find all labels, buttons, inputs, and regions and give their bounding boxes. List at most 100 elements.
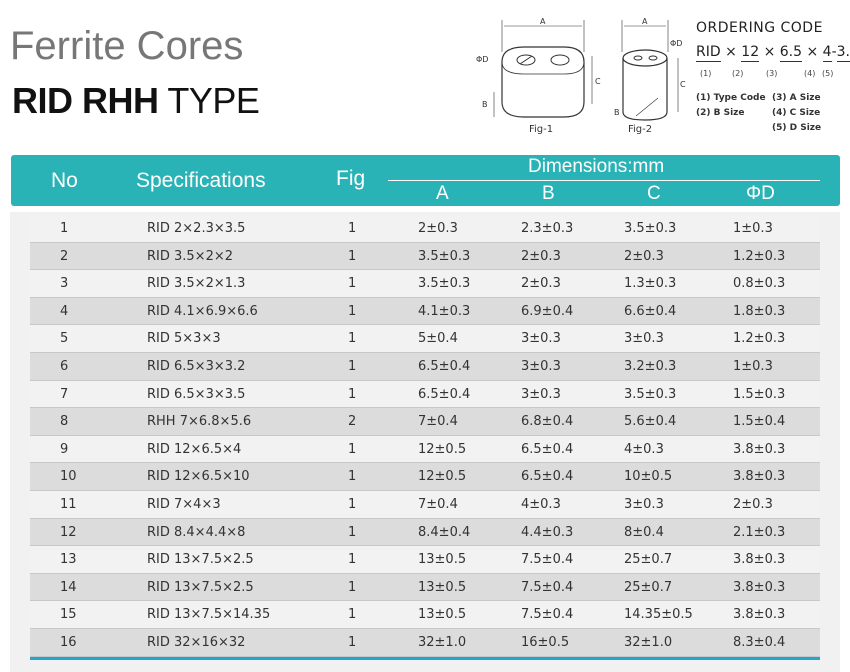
dim-d-label: ΦD — [476, 55, 488, 64]
cell-c: 1.3±0.3 — [624, 276, 677, 292]
code-num: (5) — [822, 69, 834, 78]
table-row: 7 RID 6.5×3×3.5 1 6.5±0.4 3±0.3 3.5±0.3 1.5±0.… — [30, 380, 820, 409]
cell-spec: RID 3.5×2×2 — [147, 248, 234, 264]
legend-type-code: (1) Type Code — [696, 93, 766, 103]
cell-d: 3.8±0.3 — [733, 579, 786, 595]
dim-a-label: A — [642, 17, 648, 26]
header-d: ΦD — [746, 183, 775, 204]
cell-fig: 1 — [348, 635, 357, 650]
table-row: 14 RID 13×7.5×2.5 1 13±0.5 7.5±0.4 25±0.7 3.8±… — [30, 573, 820, 602]
dimensions-label: Dimensions:mm — [528, 156, 665, 177]
cell-c: 6.6±0.4 — [624, 303, 677, 319]
cell-spec: RID 32×16×32 — [147, 635, 246, 650]
cell-d: 8.3±0.4 — [733, 635, 786, 650]
cell-a: 4.1±0.3 — [418, 303, 471, 319]
table-row: 8 RHH 7×6.8×5.6 2 7±0.4 6.8±0.4 5.6±0.4 1.5±0.… — [30, 408, 820, 436]
cell-no: 1 — [60, 221, 69, 236]
table-row: 12 RID 8.4×4.4×8 1 8.4±0.4 4.4±0.3 8±0.4 2.1±0… — [30, 518, 820, 547]
cell-no: 13 — [60, 552, 77, 568]
cell-c: 4±0.3 — [624, 441, 664, 457]
type-word: TYPE — [158, 80, 260, 121]
cell-b: 4±0.3 — [521, 497, 561, 512]
cell-no: 7 — [60, 386, 69, 402]
cell-b: 2±0.3 — [521, 276, 561, 292]
cell-fig: 1 — [348, 497, 357, 512]
cell-no: 12 — [60, 524, 77, 540]
cell-b: 6.5±0.4 — [521, 469, 574, 485]
header-no: No — [51, 169, 78, 192]
cell-a: 5±0.4 — [418, 331, 458, 347]
cell-fig: 1 — [348, 221, 357, 236]
dim-b-label: B — [614, 108, 620, 117]
code-num: (3) — [766, 69, 778, 78]
code-num: (4) — [804, 69, 816, 78]
table-row: 13 RID 13×7.5×2.5 1 13±0.5 7.5±0.4 25±0.7 3.8±… — [30, 546, 820, 574]
cell-d: 3.8±0.3 — [733, 552, 786, 568]
header-a: A — [436, 183, 449, 204]
cell-spec: RID 3.5×2×1.3 — [147, 276, 246, 292]
cell-fig: 1 — [348, 469, 357, 485]
fig1-diagram: A ΦD C B Fig-1 — [476, 17, 601, 135]
cell-no: 11 — [60, 497, 77, 512]
code-part-c: 4 — [822, 44, 832, 62]
dim-a-label: A — [540, 17, 546, 26]
cell-a: 3.5±0.3 — [418, 248, 471, 264]
cell-no: 2 — [60, 248, 69, 264]
dim-d-label: ΦD — [670, 39, 682, 48]
cell-a: 2±0.3 — [418, 221, 458, 236]
cell-b: 2±0.3 — [521, 248, 561, 264]
cell-c: 32±1.0 — [624, 635, 673, 650]
table-header: No Specifications Fig Dimensions:mm A B … — [11, 155, 840, 206]
cell-a: 6.5±0.4 — [418, 386, 471, 402]
cell-fig: 1 — [348, 331, 357, 347]
fig1-label: Fig-1 — [529, 124, 553, 135]
cell-spec: RID 6.5×3×3.2 — [147, 359, 246, 374]
cell-d: 1.2±0.3 — [733, 331, 786, 347]
cell-c: 3±0.3 — [624, 331, 664, 347]
cell-c: 3.2±0.3 — [624, 359, 677, 374]
cell-d: 3.8±0.3 — [733, 607, 786, 623]
times-sign: × — [806, 44, 819, 60]
code-part-d: 3.8 — [836, 44, 850, 62]
legend-a-size: (3) A Size — [772, 93, 821, 103]
cell-spec: RID 12×6.5×4 — [147, 441, 242, 457]
cell-c: 2±0.3 — [624, 248, 664, 264]
cell-no: 9 — [60, 441, 69, 457]
legend-d-size: (5) D Size — [772, 123, 822, 133]
cell-spec: RID 7×4×3 — [147, 497, 221, 512]
cell-a: 7±0.4 — [418, 497, 458, 512]
cell-no: 5 — [60, 331, 69, 347]
page-title: Ferrite Cores — [10, 24, 244, 68]
cell-spec: RID 12×6.5×10 — [147, 469, 250, 485]
cell-d: 2.1±0.3 — [733, 524, 786, 540]
table-row: 11 RID 7×4×3 1 7±0.4 4±0.3 3±0.3 2±0.3 — [30, 491, 820, 519]
cell-no: 14 — [60, 579, 77, 595]
legend-b-size: (2) B Size — [696, 108, 745, 118]
cell-spec: RID 2×2.3×3.5 — [147, 221, 246, 236]
times-sign: × — [725, 44, 737, 60]
cell-spec: RID 13×7.5×14.35 — [147, 607, 271, 623]
ordering-code-title: ORDERING CODE — [696, 20, 823, 36]
table-row: 2 RID 3.5×2×2 1 3.5±0.3 2±0.3 2±0.3 1.2±0.3 — [30, 242, 820, 271]
cell-c: 25±0.7 — [624, 552, 673, 568]
code-num: (1) — [700, 69, 712, 78]
dim-c-label: C — [595, 77, 601, 86]
table-row: 4 RID 4.1×6.9×6.6 1 4.1±0.3 6.9±0.4 6.6±0.4 1.… — [30, 297, 820, 326]
cell-a: 6.5±0.4 — [418, 359, 471, 374]
cell-d: 1.2±0.3 — [733, 248, 786, 264]
ordering-code-example: RID × 12 × 6.5 × 4-3.8 — [696, 44, 850, 62]
header-b: B — [542, 183, 555, 204]
code-num: (2) — [732, 69, 744, 78]
cell-spec: RID 6.5×3×3.5 — [147, 386, 246, 402]
cell-b: 2.3±0.3 — [521, 221, 574, 236]
page-subtitle: RID RHH TYPE — [12, 80, 260, 122]
cell-b: 6.5±0.4 — [521, 441, 574, 457]
cell-c: 10±0.5 — [624, 469, 673, 485]
header-specifications: Specifications — [136, 169, 266, 192]
code-part-type: RID — [696, 44, 721, 62]
cell-fig: 1 — [348, 248, 357, 264]
table-row: 5 RID 5×3×3 1 5±0.4 3±0.3 3±0.3 1.2±0.3 — [30, 325, 820, 353]
table-row: 10 RID 12×6.5×10 1 12±0.5 6.5±0.4 10±0.5 3.8±0… — [30, 463, 820, 491]
cell-fig: 1 — [348, 303, 357, 319]
cell-fig: 1 — [348, 607, 357, 623]
